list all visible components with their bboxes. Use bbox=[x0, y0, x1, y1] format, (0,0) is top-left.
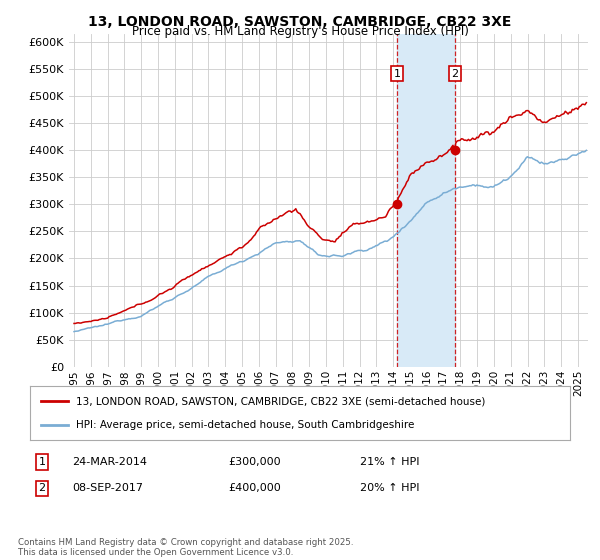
Text: 21% ↑ HPI: 21% ↑ HPI bbox=[360, 457, 419, 467]
Text: 1: 1 bbox=[38, 457, 46, 467]
Text: 1: 1 bbox=[394, 68, 401, 78]
Text: 20% ↑ HPI: 20% ↑ HPI bbox=[360, 483, 419, 493]
Text: 2: 2 bbox=[38, 483, 46, 493]
Text: 13, LONDON ROAD, SAWSTON, CAMBRIDGE, CB22 3XE (semi-detached house): 13, LONDON ROAD, SAWSTON, CAMBRIDGE, CB2… bbox=[76, 396, 485, 407]
Text: 24-MAR-2014: 24-MAR-2014 bbox=[72, 457, 147, 467]
Text: £300,000: £300,000 bbox=[228, 457, 281, 467]
Text: HPI: Average price, semi-detached house, South Cambridgeshire: HPI: Average price, semi-detached house,… bbox=[76, 419, 414, 430]
Bar bbox=[397, 34, 455, 367]
Text: £400,000: £400,000 bbox=[228, 483, 281, 493]
Text: 13, LONDON ROAD, SAWSTON, CAMBRIDGE, CB22 3XE: 13, LONDON ROAD, SAWSTON, CAMBRIDGE, CB2… bbox=[88, 15, 512, 29]
Text: Contains HM Land Registry data © Crown copyright and database right 2025.
This d: Contains HM Land Registry data © Crown c… bbox=[18, 538, 353, 557]
Text: 08-SEP-2017: 08-SEP-2017 bbox=[72, 483, 143, 493]
Text: 2: 2 bbox=[451, 68, 458, 78]
Text: Price paid vs. HM Land Registry's House Price Index (HPI): Price paid vs. HM Land Registry's House … bbox=[131, 25, 469, 38]
